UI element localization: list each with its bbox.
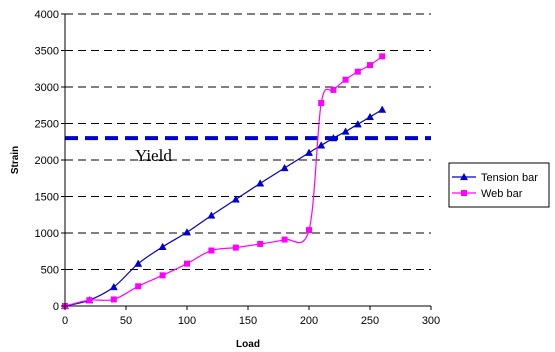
data-point <box>109 282 118 291</box>
data-point <box>354 68 361 75</box>
data-point <box>159 272 166 279</box>
x-tick-label: 0 <box>62 315 68 327</box>
x-tick-label: 50 <box>120 315 132 327</box>
data-point <box>280 163 289 172</box>
data-point <box>182 228 192 236</box>
data-point <box>318 100 325 107</box>
legend-label: Tension bar <box>481 172 538 184</box>
data-point <box>232 244 239 251</box>
data-point <box>256 179 265 187</box>
data-point <box>207 211 216 219</box>
series-web-bar <box>62 53 386 309</box>
data-point <box>353 120 362 128</box>
x-tick-label: 100 <box>178 315 196 327</box>
data-point <box>86 297 93 304</box>
axes <box>61 13 432 310</box>
data-point <box>379 53 386 60</box>
yield-label: Yield <box>135 146 172 165</box>
x-tick-label: 300 <box>422 315 440 327</box>
data-point <box>281 236 288 243</box>
data-point <box>341 127 350 135</box>
legend-marker <box>461 190 467 196</box>
data-point <box>231 195 240 203</box>
data-point <box>330 86 337 93</box>
legend: Tension bar Web bar <box>448 162 550 208</box>
data-point <box>257 240 264 247</box>
y-tick-label: 2500 <box>35 119 59 131</box>
legend-marker <box>459 172 469 181</box>
series-lines <box>60 53 387 310</box>
data-point <box>367 62 373 69</box>
x-tick-label: 250 <box>361 315 379 327</box>
y-tick-label: 3500 <box>35 46 59 58</box>
data-point <box>342 76 349 83</box>
y-tick-label: 1000 <box>35 228 59 240</box>
data-point <box>304 148 314 156</box>
data-point <box>135 283 142 290</box>
legend-label: Web bar <box>481 188 523 200</box>
data-point <box>378 105 387 113</box>
data-point <box>184 260 190 267</box>
y-tick-label: 3000 <box>35 82 59 94</box>
y-tick-label: 0 <box>53 301 59 313</box>
data-point <box>317 141 326 149</box>
data-point <box>110 296 117 303</box>
data-point <box>208 247 215 254</box>
legend-box <box>448 162 550 208</box>
x-tick-label: 150 <box>239 315 257 327</box>
y-tick-label: 2000 <box>35 155 59 167</box>
x-axis-title: Load <box>236 339 260 350</box>
x-tick-label: 200 <box>300 315 318 327</box>
tick-labels: 0 500 1000 1500 2000 2500 3000 3500 4000 0 50 100 15… <box>35 9 441 327</box>
data-point <box>306 227 312 234</box>
y-tick-label: 4000 <box>35 9 59 21</box>
legend-items: Tension bar Web bar <box>452 172 538 200</box>
gridlines <box>65 13 431 270</box>
y-tick-label: 1500 <box>35 192 59 204</box>
y-tick-label: 500 <box>41 265 59 277</box>
y-axis-title: Strain <box>10 146 21 174</box>
data-point <box>365 112 375 121</box>
data-point <box>329 133 338 142</box>
data-point <box>134 259 143 267</box>
data-point <box>158 242 167 250</box>
